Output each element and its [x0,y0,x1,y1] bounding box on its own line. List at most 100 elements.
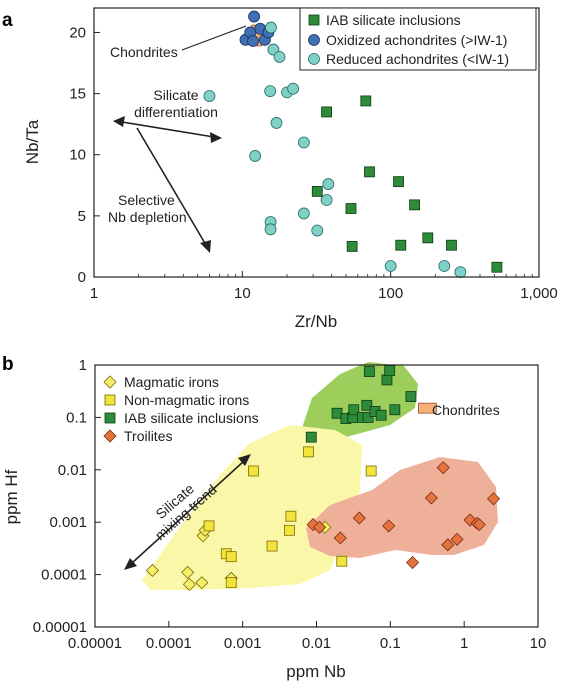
b-point-nonmagmatic [203,520,215,532]
a-point-iab [346,241,358,252]
a-point-iab [395,239,407,251]
legend-nonmagmatic-label: Non-magmatic irons [124,392,249,408]
legend-box [299,7,537,71]
panel-a-legend: IAB silicate inclusions Oxidized achondr… [299,7,537,71]
panel-b-chondrite-marker [418,402,437,414]
legend-oxidized-marker [308,34,320,46]
mixing-arrow [131,460,245,564]
a-point-reduced [203,90,216,102]
b-legend-marker-nonmagmatic [104,394,116,406]
differentiation-arrow [121,121,215,138]
b-ytick-label: 0.001 [49,514,87,531]
b-point-troilite [333,531,347,545]
a-point-reduced [297,136,310,149]
legend-iab-label: IAB silicate inclusions [326,12,461,28]
a-point-iab [364,166,375,178]
a-point-reduced [249,150,262,162]
a-point-iab [345,203,357,214]
panel-b-frame [94,364,539,628]
a-point-oxidized [247,35,259,47]
panel-b-points [145,365,501,591]
nb-depletion-arrow [136,127,207,246]
legend-reduced-marker [308,53,320,65]
annotation-chondrites-a: Chondrites [110,44,178,60]
b-ytick-label: 1 [79,357,87,374]
legend-oxidized-label: Oxidized achondrites (>IW-1) [326,32,507,48]
a-ytick-label: 5 [78,208,86,225]
b-point-iab [362,411,374,423]
a-point-reduced [264,85,277,98]
b-legend-marker-iab [104,412,116,424]
b-point-iab [361,399,373,411]
a-point-iab [446,239,457,251]
b-point-troilite [436,461,450,475]
b-point-troilite [382,519,396,533]
b-point-nonmagmatic [225,551,237,563]
a-point-reduced [322,178,335,190]
annotation-selective-line2: Nb depletion [108,209,187,225]
b-xtick-label: 0.0001 [146,635,192,652]
b-xtick-label: 0.1 [380,635,401,652]
region-magmatic [142,425,362,590]
a-point-reduced [438,260,451,272]
a-point-iab [491,261,503,273]
a-point-reduced [265,21,277,34]
b-point-nonmagmatic [284,524,295,536]
a-point-reduced [273,51,286,63]
arrowhead-upright [238,454,251,466]
annotation-silicate-line2: differentiation [134,104,218,120]
b-point-troilite [405,555,420,570]
a-point-reduced [454,266,467,279]
a-xtick-label: 1 [90,285,98,302]
arrowhead-lowleft [124,558,137,570]
b-point-nonmagmatic [365,465,377,477]
annotation-silicate-line1: Silicate [153,87,198,103]
annotation-leader-line [181,25,247,51]
arrowhead-down [200,240,211,253]
a-point-reduced [270,117,283,129]
panel-a-points [203,10,503,279]
panel-a-chondrites-annotation: Chondrites [110,25,247,60]
b-point-magmatic [195,576,209,590]
b-point-magmatic [182,577,196,591]
a-ytick-label: 20 [69,24,86,41]
b-point-magmatic [181,565,195,579]
region-troilites [306,457,498,558]
legend-troilites-label: Troilites [124,428,173,444]
b-point-iab [375,409,387,421]
legend-reduced-label: Reduced achondrites (<IW-1) [326,51,509,67]
arrowhead-right [210,132,222,143]
b-point-troilite [472,518,486,532]
panel-b-ticks: 0.00001 0.0001 0.001 0.01 0.1 1 10 0.00001 0.000… [33,357,547,652]
panel-b-legend-markers [103,375,117,443]
b-point-iab [348,404,360,416]
b-point-iab [405,391,417,402]
b-point-troilite [441,538,455,552]
panel-a-label: a [2,10,13,31]
a-point-iab [422,232,434,244]
b-point-nonmagmatic [248,465,259,477]
arrowhead-left [113,116,125,127]
a-xtick-label: 10 [234,285,251,302]
b-point-nonmagmatic [285,510,297,522]
panel-b-xlabel: ppm Nb [286,662,346,681]
annotation-chondrites-b: Chondrites [432,402,500,418]
b-ytick-label: 0.00001 [33,619,87,636]
legend-magmatic-label: Magmatic irons [124,374,219,390]
b-xtick-label: 0.00001 [68,635,122,652]
panel-b-legend: Magmatic irons Non-magmatic irons IAB si… [103,374,259,444]
a-point-iab [360,95,372,107]
b-ytick-label: 0.01 [58,462,87,479]
b-point-troilite [424,491,438,505]
b-ytick-label: 0.1 [66,409,87,426]
a-xtick-label: 100 [378,285,403,302]
a-point-reduced [287,82,300,95]
b-chondrite-bar [418,402,437,414]
a-point-iab [311,186,323,197]
b-point-troilite [486,492,501,506]
b-legend-marker-troilite [103,429,117,443]
panel-b-ylabel: ppm Hf [2,469,21,524]
b-point-iab [384,365,396,377]
b-xtick-label: 10 [530,635,547,652]
